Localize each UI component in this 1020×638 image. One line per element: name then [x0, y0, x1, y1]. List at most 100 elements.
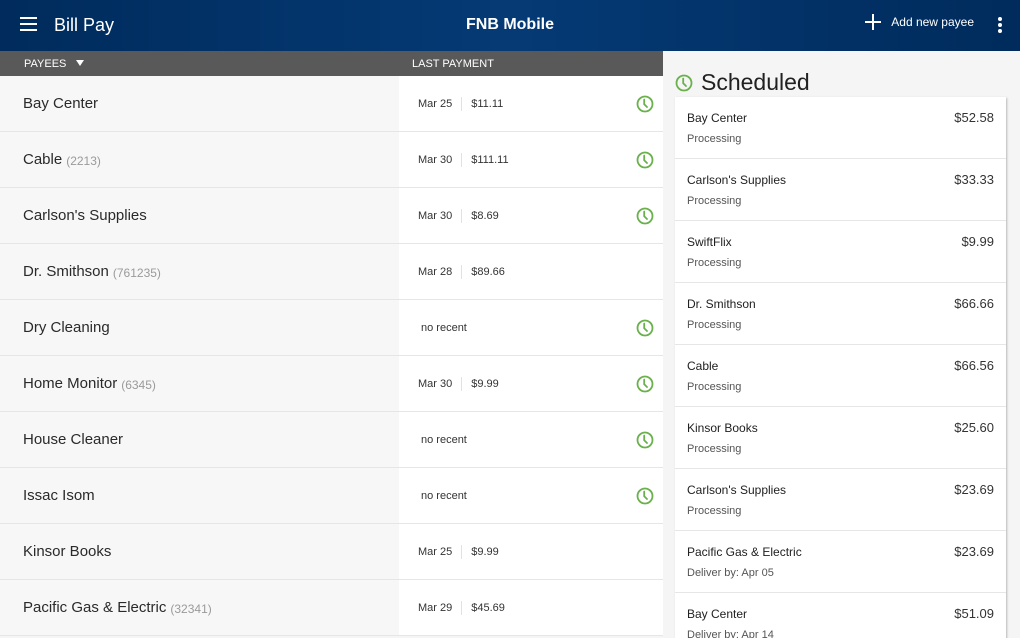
payee-account-number: (2213): [66, 153, 101, 168]
scheduled-status: Processing: [687, 133, 742, 145]
scheduled-clock-icon[interactable]: [636, 431, 654, 449]
payee-name: Dr. Smithson: [23, 263, 109, 280]
last-payment-amount: $9.99: [471, 545, 499, 558]
scheduled-amount: $52.58: [954, 110, 994, 125]
payee-row[interactable]: Cable (2213) Mar 30 $111.11: [0, 132, 663, 188]
payee-row[interactable]: Dr. Smithson (761235) Mar 28 $89.66: [0, 244, 663, 300]
scheduled-amount: $9.99: [961, 234, 994, 249]
caret-down-icon: [76, 60, 85, 66]
last-payment-date: Mar 25: [418, 96, 463, 111]
payee-row[interactable]: Kinsor Books Mar 25 $9.99: [0, 524, 663, 580]
last-payment-cell: Mar 30 $8.69: [399, 188, 663, 243]
payee-name-cell: Dr. Smithson (761235): [0, 244, 399, 299]
more-options-icon[interactable]: [998, 17, 1002, 33]
app-bar: Bill Pay FNB Mobile Add new payee: [0, 0, 1020, 51]
plus-icon: [865, 14, 882, 30]
scheduled-clock-icon[interactable]: [636, 95, 654, 113]
payee-row[interactable]: Bay Center Mar 25 $11.11: [0, 76, 663, 132]
last-payment-cell: no recent: [399, 468, 663, 523]
scheduled-status: Processing: [687, 443, 742, 455]
payee-name-cell: Kinsor Books: [0, 524, 399, 579]
scheduled-amount: $23.69: [954, 482, 994, 497]
last-payment-date: Mar 30: [418, 376, 463, 391]
last-payment-amount: $111.11: [471, 153, 509, 166]
payee-row[interactable]: Home Monitor (6345) Mar 30 $9.99: [0, 356, 663, 412]
scheduled-status: Processing: [687, 381, 742, 393]
payees-column-label: PAYEES: [24, 58, 67, 70]
scheduled-payee-name: Carlson's Supplies: [687, 483, 787, 497]
payee-name: Kinsor Books: [23, 543, 112, 560]
last-payment-cell: Mar 25 $11.11: [399, 76, 663, 131]
payee-name: Carlson's Supplies: [23, 207, 147, 224]
payee-name-cell: Issac Isom: [0, 468, 399, 523]
payee-row[interactable]: House Cleaner no recent: [0, 412, 663, 468]
scheduled-payment-item[interactable]: SwiftFlix Processing $9.99: [675, 221, 1006, 283]
last-payment-date: Mar 29: [418, 600, 463, 615]
scheduled-payee-name: Kinsor Books: [687, 421, 758, 435]
payee-row[interactable]: Carlson's Supplies Mar 30 $8.69: [0, 188, 663, 244]
last-payment-cell: Mar 25 $9.99: [399, 524, 663, 579]
payee-name-cell: Carlson's Supplies: [0, 188, 399, 243]
scheduled-payee-name: Bay Center: [687, 111, 748, 125]
no-recent-payment: no recent: [421, 321, 467, 334]
payee-row[interactable]: Issac Isom no recent: [0, 468, 663, 524]
scheduled-amount: $33.33: [954, 172, 994, 187]
scheduled-clock-icon[interactable]: [636, 207, 654, 225]
scheduled-amount: $51.09: [954, 606, 994, 621]
payee-name-cell: Cable (2213): [0, 132, 399, 187]
scheduled-title: Scheduled: [701, 69, 810, 95]
last-payment-date: Mar 30: [418, 208, 463, 223]
payee-name-cell: Bay Center: [0, 76, 399, 131]
scheduled-amount: $23.69: [954, 544, 994, 559]
scheduled-payment-item[interactable]: Kinsor Books Processing $25.60: [675, 407, 1006, 469]
payee-account-number: (32341): [170, 601, 212, 616]
last-payment-cell: no recent: [399, 412, 663, 467]
scheduled-status: Processing: [687, 319, 742, 331]
scheduled-amount: $66.66: [954, 296, 994, 311]
scheduled-status: Processing: [687, 257, 742, 269]
scheduled-payment-item[interactable]: Carlson's Supplies Processing $33.33: [675, 159, 1006, 221]
scheduled-clock-icon[interactable]: [636, 487, 654, 505]
scheduled-clock-icon[interactable]: [636, 319, 654, 337]
scheduled-payee-name: Pacific Gas & Electric: [687, 545, 802, 559]
payee-name: Dry Cleaning: [23, 319, 110, 336]
scheduled-clock-icon[interactable]: [636, 375, 654, 393]
payee-name: Pacific Gas & Electric: [23, 599, 167, 616]
scheduled-payment-item[interactable]: Dr. Smithson Processing $66.66: [675, 283, 1006, 345]
payee-name: Cable: [23, 151, 63, 168]
payee-row[interactable]: Dry Cleaning no recent: [0, 300, 663, 356]
clock-icon: [675, 74, 693, 91]
scheduled-payment-item[interactable]: Bay Center Processing $52.58: [675, 97, 1006, 159]
scheduled-header: Scheduled: [675, 69, 810, 96]
scheduled-payee-name: Bay Center: [687, 607, 748, 621]
scheduled-list: Bay Center Processing $52.58 Carlson's Supp…: [675, 97, 1006, 638]
scheduled-payment-item[interactable]: Carlson's Supplies Processing $23.69: [675, 469, 1006, 531]
last-payment-date: Mar 30: [418, 152, 463, 167]
scheduled-amount: $66.56: [954, 358, 994, 373]
scheduled-payment-item[interactable]: Bay Center Deliver by: Apr 14 $51.09: [675, 593, 1006, 638]
add-new-payee-button[interactable]: Add new payee: [865, 14, 974, 30]
scheduled-status: Processing: [687, 505, 742, 517]
payee-name: Bay Center: [23, 95, 99, 112]
scheduled-clock-icon[interactable]: [636, 151, 654, 169]
last-payment-amount: $8.69: [471, 209, 499, 222]
payee-name-cell: Pacific Gas & Electric (32341): [0, 580, 399, 635]
column-header: PAYEES LAST PAYMENT: [0, 51, 663, 76]
payee-name: Issac Isom: [23, 487, 95, 504]
payee-row[interactable]: Pacific Gas & Electric (32341) Mar 29 $45.6…: [0, 580, 663, 636]
payee-name: Home Monitor: [23, 375, 118, 392]
scheduled-status: Deliver by: Apr 05: [687, 567, 774, 579]
last-payment-amount: $45.69: [471, 601, 505, 614]
add-new-payee-label: Add new payee: [891, 15, 974, 29]
scheduled-payment-item[interactable]: Pacific Gas & Electric Deliver by: Apr 05…: [675, 531, 1006, 593]
payees-sort-dropdown[interactable]: PAYEES: [24, 58, 85, 70]
hamburger-menu-icon[interactable]: [20, 17, 37, 31]
scheduled-payee-name: Carlson's Supplies: [687, 173, 787, 187]
last-payment-column-label: LAST PAYMENT: [412, 58, 494, 70]
payee-account-number: (6345): [121, 377, 156, 392]
scheduled-payment-item[interactable]: Cable Processing $66.56: [675, 345, 1006, 407]
last-payment-amount: $9.99: [471, 377, 499, 390]
last-payment-date: Mar 28: [418, 264, 463, 279]
last-payment-amount: $11.11: [471, 97, 504, 110]
payee-account-number: (761235): [112, 265, 161, 280]
